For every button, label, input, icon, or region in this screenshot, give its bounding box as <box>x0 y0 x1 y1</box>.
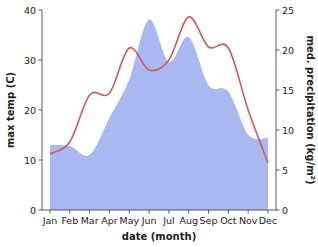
x-tick <box>268 210 269 214</box>
x-tick <box>168 210 169 214</box>
y-tick <box>39 210 43 211</box>
y2-tick <box>276 50 280 51</box>
y-tick-label: 40 <box>24 5 36 16</box>
x-tick-label: Nov <box>239 215 258 226</box>
marks <box>50 17 268 210</box>
y-tick <box>39 60 43 61</box>
precipitation-area <box>50 19 268 210</box>
x-tick <box>69 210 70 214</box>
x-axis-label: date (month) <box>122 231 196 242</box>
x-tick-label: Jan <box>42 215 58 226</box>
x-tick-label: Aug <box>179 215 198 226</box>
y-tick <box>39 160 43 161</box>
y2-tick <box>276 10 280 11</box>
y2-axis <box>276 10 277 210</box>
x-tick-label: Jul <box>162 215 174 226</box>
y-tick <box>39 10 43 11</box>
x-tick <box>208 210 209 214</box>
y-tick <box>39 110 43 111</box>
y2-tick-label: 25 <box>282 5 294 16</box>
x-tick <box>129 210 130 214</box>
x-tick <box>89 210 90 214</box>
x-tick-label: Jun <box>141 215 157 226</box>
x-tick <box>228 210 229 214</box>
y2-tick-label: 0 <box>282 205 288 216</box>
x-tick-label: Apr <box>101 215 118 226</box>
y2-axis-label: med. precipitation (kg/m²) <box>305 35 316 184</box>
y2-tick <box>276 90 280 91</box>
y2-tick-label: 10 <box>282 125 294 136</box>
y-tick-label: 0 <box>30 205 36 216</box>
x-tick <box>248 210 249 214</box>
x-tick-label: Feb <box>61 215 78 226</box>
x-tick-label: Dec <box>259 215 277 226</box>
x-tick <box>109 210 110 214</box>
y2-tick <box>276 170 280 171</box>
chart: 0 10 20 30 40 0 5 10 15 20 25 JanFebMarAprMayJun Jul… <box>0 0 318 247</box>
x-tick-label: Sep <box>200 215 218 226</box>
y2-tick-label: 15 <box>282 85 294 96</box>
x-tick-label: Oct <box>220 215 237 226</box>
y-tick-label: 10 <box>24 155 36 166</box>
y-axis-label: max temp (C) <box>5 72 16 148</box>
x-tick <box>149 210 150 214</box>
x-axis <box>42 210 276 211</box>
y2-tick <box>276 130 280 131</box>
temperature-line <box>50 17 268 163</box>
x-tick <box>50 210 51 214</box>
y2-tick-label: 20 <box>282 45 294 56</box>
y-tick-label: 30 <box>24 55 36 66</box>
x-tick <box>188 210 189 214</box>
x-tick-label: May <box>119 215 139 226</box>
y-tick-label: 20 <box>24 105 36 116</box>
y2-tick-label: 5 <box>282 165 288 176</box>
y2-tick <box>276 210 280 211</box>
x-tick-label: Mar <box>81 215 99 226</box>
